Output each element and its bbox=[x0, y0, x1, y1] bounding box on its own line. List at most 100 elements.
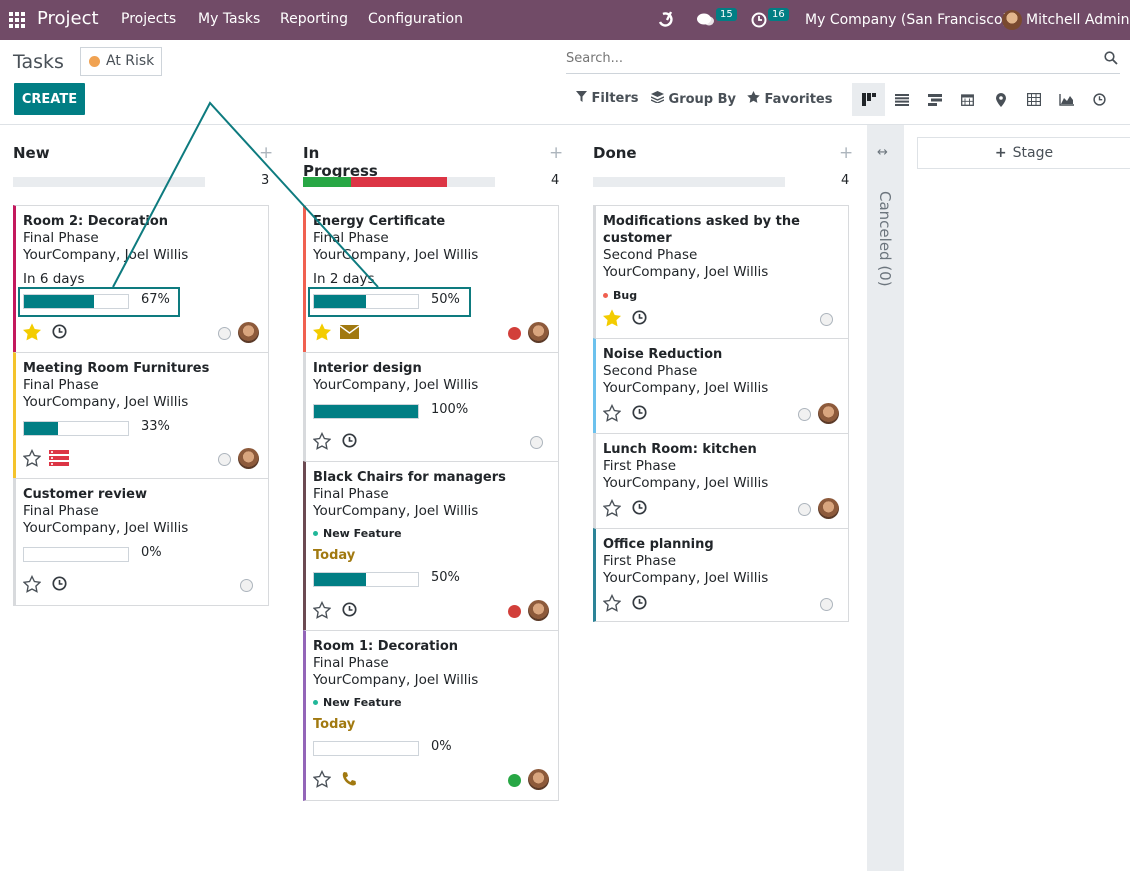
star-filled-icon[interactable] bbox=[313, 323, 331, 341]
card-subtitle: YourCompany, Joel Willis bbox=[23, 394, 189, 410]
clock-icon[interactable] bbox=[52, 576, 67, 591]
quick-create-button[interactable]: + bbox=[839, 143, 854, 163]
todo-list-icon[interactable] bbox=[49, 450, 69, 466]
kanban-card[interactable]: Lunch Room: kitchen First Phase YourComp… bbox=[593, 433, 849, 529]
column-progress-bar[interactable] bbox=[593, 177, 785, 187]
kanban-view-button[interactable] bbox=[852, 83, 885, 116]
filters-button[interactable]: Filters bbox=[576, 91, 639, 106]
top-navbar: Project Projects My Tasks Reporting Conf… bbox=[0, 0, 1130, 40]
progress-segment-blocked[interactable] bbox=[351, 177, 447, 187]
star-outline-icon[interactable] bbox=[603, 404, 621, 422]
phone-icon[interactable] bbox=[342, 771, 356, 786]
menu-reporting[interactable]: Reporting bbox=[280, 11, 349, 27]
kanban-card[interactable]: Room 1: Decoration Final Phase YourCompa… bbox=[303, 630, 559, 801]
kanban-card[interactable]: Office planning First Phase YourCompany,… bbox=[593, 528, 849, 622]
kanban-card[interactable]: Black Chairs for managers Final Phase Yo… bbox=[303, 461, 559, 631]
star-outline-icon[interactable] bbox=[603, 499, 621, 517]
kanban-card[interactable]: Modifications asked by the customer Seco… bbox=[593, 205, 849, 339]
avatar bbox=[528, 600, 549, 621]
menu-my-tasks[interactable]: My Tasks bbox=[198, 11, 261, 27]
star-filled-icon[interactable] bbox=[603, 309, 621, 327]
create-button[interactable]: CREATE bbox=[14, 83, 85, 115]
status-dot[interactable] bbox=[530, 436, 543, 449]
activity-view-button[interactable] bbox=[1083, 83, 1116, 116]
clock-icon[interactable] bbox=[52, 324, 67, 339]
clock-icon[interactable] bbox=[342, 433, 357, 448]
status-dot[interactable] bbox=[508, 327, 521, 340]
group-by-button[interactable]: Group By bbox=[650, 91, 737, 107]
menu-configuration[interactable]: Configuration bbox=[368, 11, 463, 27]
gantt-view-button[interactable] bbox=[918, 83, 951, 116]
app-switcher-icon[interactable] bbox=[9, 12, 25, 28]
star-filled-icon[interactable] bbox=[23, 323, 41, 341]
kanban-card[interactable]: Interior design YourCompany, Joel Willis… bbox=[303, 352, 559, 462]
status-dot[interactable] bbox=[820, 598, 833, 611]
favorites-button[interactable]: Favorites bbox=[747, 91, 832, 107]
column-progress-bar[interactable] bbox=[13, 177, 205, 187]
star-outline-icon[interactable] bbox=[313, 770, 331, 788]
app-brand[interactable]: Project bbox=[37, 8, 99, 29]
calendar-view-button[interactable] bbox=[951, 83, 984, 116]
card-title: Room 1: Decoration bbox=[313, 639, 458, 654]
list-view-button[interactable] bbox=[885, 83, 918, 116]
filter-icon bbox=[576, 91, 587, 102]
tag-label: Bug bbox=[613, 289, 638, 302]
column-progress-bar[interactable] bbox=[303, 177, 495, 187]
status-dot[interactable] bbox=[508, 605, 521, 618]
star-outline-icon[interactable] bbox=[313, 432, 331, 450]
status-dot[interactable] bbox=[798, 408, 811, 421]
clock-icon[interactable] bbox=[632, 595, 647, 610]
avatar bbox=[528, 322, 549, 343]
status-dot[interactable] bbox=[218, 327, 231, 340]
graph-view-button[interactable] bbox=[1050, 83, 1083, 116]
group-by-label: Group By bbox=[668, 92, 737, 107]
envelope-icon[interactable] bbox=[340, 325, 359, 339]
card-deadline: Today bbox=[313, 548, 356, 563]
status-dot[interactable] bbox=[218, 453, 231, 466]
star-outline-icon[interactable] bbox=[313, 601, 331, 619]
star-outline-icon[interactable] bbox=[23, 575, 41, 593]
messages-menu[interactable]: 15 bbox=[697, 0, 737, 40]
plus-icon: + bbox=[994, 145, 1007, 161]
kanban-card[interactable]: Room 2: Decoration Final Phase YourCompa… bbox=[13, 205, 269, 353]
clock-icon[interactable] bbox=[632, 405, 647, 420]
unfold-arrows-icon[interactable]: ↔ bbox=[877, 145, 888, 160]
kanban-card[interactable]: Meeting Room Furnitures Final Phase Your… bbox=[13, 352, 269, 479]
kanban-card[interactable]: Customer review Final Phase YourCompany,… bbox=[13, 478, 269, 606]
status-dot[interactable] bbox=[820, 313, 833, 326]
menu-projects[interactable]: Projects bbox=[121, 11, 177, 27]
search-icon[interactable] bbox=[1104, 51, 1118, 65]
user-menu[interactable]: Mitchell Admin bbox=[1002, 0, 1130, 40]
clock-icon[interactable] bbox=[632, 500, 647, 515]
clock-icon[interactable] bbox=[342, 602, 357, 617]
progress-bar bbox=[23, 421, 129, 436]
star-outline-icon[interactable] bbox=[23, 449, 41, 467]
status-dot[interactable] bbox=[798, 503, 811, 516]
quick-create-button[interactable]: + bbox=[259, 143, 274, 163]
search-input[interactable] bbox=[566, 44, 1086, 72]
search-facet-at-risk[interactable]: At Risk bbox=[80, 47, 163, 76]
company-switcher[interactable]: My Company (San Francisco) bbox=[805, 12, 1008, 28]
add-stage-button[interactable]: + Stage bbox=[917, 137, 1130, 169]
pivot-view-button[interactable] bbox=[1017, 83, 1050, 116]
status-dot[interactable] bbox=[240, 579, 253, 592]
card-title-continued: customer bbox=[603, 231, 672, 246]
card-subtitle: YourCompany, Joel Willis bbox=[313, 503, 479, 519]
activities-menu[interactable]: 16 bbox=[751, 0, 789, 40]
map-view-button[interactable] bbox=[984, 83, 1017, 116]
odoobot-icon[interactable] bbox=[656, 0, 676, 40]
kanban-card[interactable]: Energy Certificate Final Phase YourCompa… bbox=[303, 205, 559, 353]
kanban-card[interactable]: Noise Reduction Second Phase YourCompany… bbox=[593, 338, 849, 434]
tag-color-dot bbox=[313, 530, 318, 536]
map-marker-icon bbox=[995, 92, 1006, 107]
card-deadline: In 6 days bbox=[23, 271, 85, 287]
star-outline-icon[interactable] bbox=[603, 594, 621, 612]
progress-highlight-box bbox=[18, 287, 180, 317]
quick-create-button[interactable]: + bbox=[549, 143, 564, 163]
progress-bar bbox=[23, 294, 129, 309]
card-title: Noise Reduction bbox=[603, 347, 723, 362]
clock-icon[interactable] bbox=[632, 310, 647, 325]
progress-segment-planned[interactable] bbox=[303, 177, 351, 187]
folded-column-canceled[interactable]: ↔ Canceled (0) bbox=[867, 125, 904, 871]
status-dot[interactable] bbox=[508, 774, 521, 787]
